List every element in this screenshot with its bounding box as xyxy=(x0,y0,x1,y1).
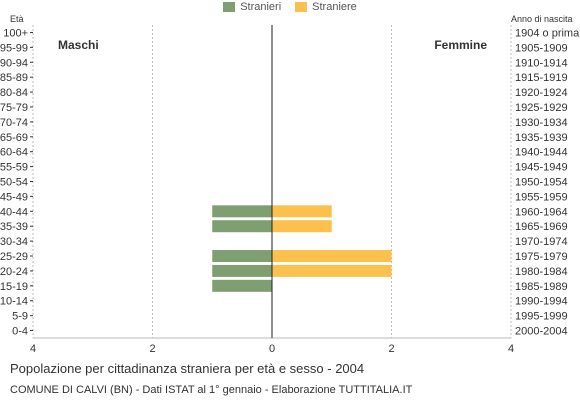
age-tick-label: 65-69 xyxy=(0,132,28,144)
age-tick-label: 5-9 xyxy=(12,311,28,323)
male-bar xyxy=(212,264,272,277)
age-tick-label: 100+ xyxy=(3,27,28,39)
male-side-label: Maschi xyxy=(58,38,99,52)
legend-item-males: Stranieri xyxy=(223,0,281,14)
age-tick-label: 95-99 xyxy=(0,42,28,54)
birth-year-label: 1920-1924 xyxy=(515,87,568,99)
age-tick-label: 40-44 xyxy=(0,206,28,218)
age-axis-title: Età xyxy=(10,14,24,24)
x-tick-label: 2 xyxy=(149,343,155,355)
age-tick-label: 45-49 xyxy=(0,191,28,203)
birth-year-label: 1980-1984 xyxy=(515,266,568,278)
birth-year-label: 1960-1964 xyxy=(515,206,568,218)
legend-label-males: Stranieri xyxy=(240,1,282,13)
population-pyramid-chart: 100+ 1904 o prima 95-99 1905-1909 90-94 1910-… xyxy=(0,14,580,355)
age-tick-label: 10-14 xyxy=(0,296,28,308)
birth-year-label: 1975-1979 xyxy=(515,251,568,263)
female-bar xyxy=(272,250,392,263)
female-bar xyxy=(272,264,392,277)
female-bar xyxy=(272,205,332,218)
legend: Stranieri Straniere xyxy=(0,0,580,14)
birth-year-label: 1945-1949 xyxy=(515,162,568,174)
legend-label-females: Straniere xyxy=(312,1,357,13)
birth-year-label: 1940-1944 xyxy=(515,147,568,159)
birth-year-label: 1990-1994 xyxy=(515,296,568,308)
birth-year-label: 2000-2004 xyxy=(515,326,568,338)
birth-year-axis-title: Anno di nascita xyxy=(511,14,573,24)
birth-year-label: 1905-1909 xyxy=(515,42,568,54)
legend-swatch-males xyxy=(223,2,236,12)
birth-year-label: 1904 o prima xyxy=(515,27,580,39)
x-tick-label: 0 xyxy=(269,343,275,355)
birth-year-label: 1970-1974 xyxy=(515,236,568,248)
age-tick-label: 85-89 xyxy=(0,72,28,84)
age-tick-label: 0-4 xyxy=(12,326,28,338)
age-tick-label: 80-84 xyxy=(0,87,28,99)
x-tick-label: 2 xyxy=(388,343,394,355)
age-tick-label: 70-74 xyxy=(0,117,28,129)
age-tick-label: 90-94 xyxy=(0,57,28,69)
x-tick-label: 4 xyxy=(30,343,36,355)
x-tick-label: 4 xyxy=(508,343,514,355)
age-tick-label: 30-34 xyxy=(0,236,28,248)
birth-year-label: 1930-1934 xyxy=(515,117,568,129)
age-tick-label: 20-24 xyxy=(0,266,28,278)
age-tick-label: 35-39 xyxy=(0,221,28,233)
male-bar xyxy=(212,220,272,233)
female-bar xyxy=(272,220,332,233)
chart-subtitle: COMUNE DI CALVI (BN) - Dati ISTAT al 1° … xyxy=(10,384,413,396)
legend-item-females: Straniere xyxy=(295,0,357,14)
birth-year-label: 1995-1999 xyxy=(515,311,568,323)
age-tick-label: 50-54 xyxy=(0,177,28,189)
birth-year-label: 1935-1939 xyxy=(515,132,568,144)
male-bar xyxy=(212,279,272,292)
male-bar xyxy=(212,205,272,218)
age-tick-label: 75-79 xyxy=(0,102,28,114)
age-tick-label: 15-19 xyxy=(0,281,28,293)
male-bar xyxy=(212,250,272,263)
birth-year-label: 1910-1914 xyxy=(515,57,568,69)
legend-swatch-females xyxy=(295,2,308,12)
female-side-label: Femmine xyxy=(434,38,487,52)
birth-year-label: 1950-1954 xyxy=(515,177,568,189)
birth-year-label: 1955-1959 xyxy=(515,191,568,203)
birth-year-label: 1965-1969 xyxy=(515,221,568,233)
birth-year-label: 1915-1919 xyxy=(515,72,568,84)
birth-year-label: 1985-1989 xyxy=(515,281,568,293)
age-tick-label: 60-64 xyxy=(0,147,28,159)
age-tick-label: 55-59 xyxy=(0,162,28,174)
birth-year-label: 1925-1929 xyxy=(515,102,568,114)
chart-title: Popolazione per cittadinanza straniera p… xyxy=(10,361,365,376)
age-tick-label: 25-29 xyxy=(0,251,28,263)
